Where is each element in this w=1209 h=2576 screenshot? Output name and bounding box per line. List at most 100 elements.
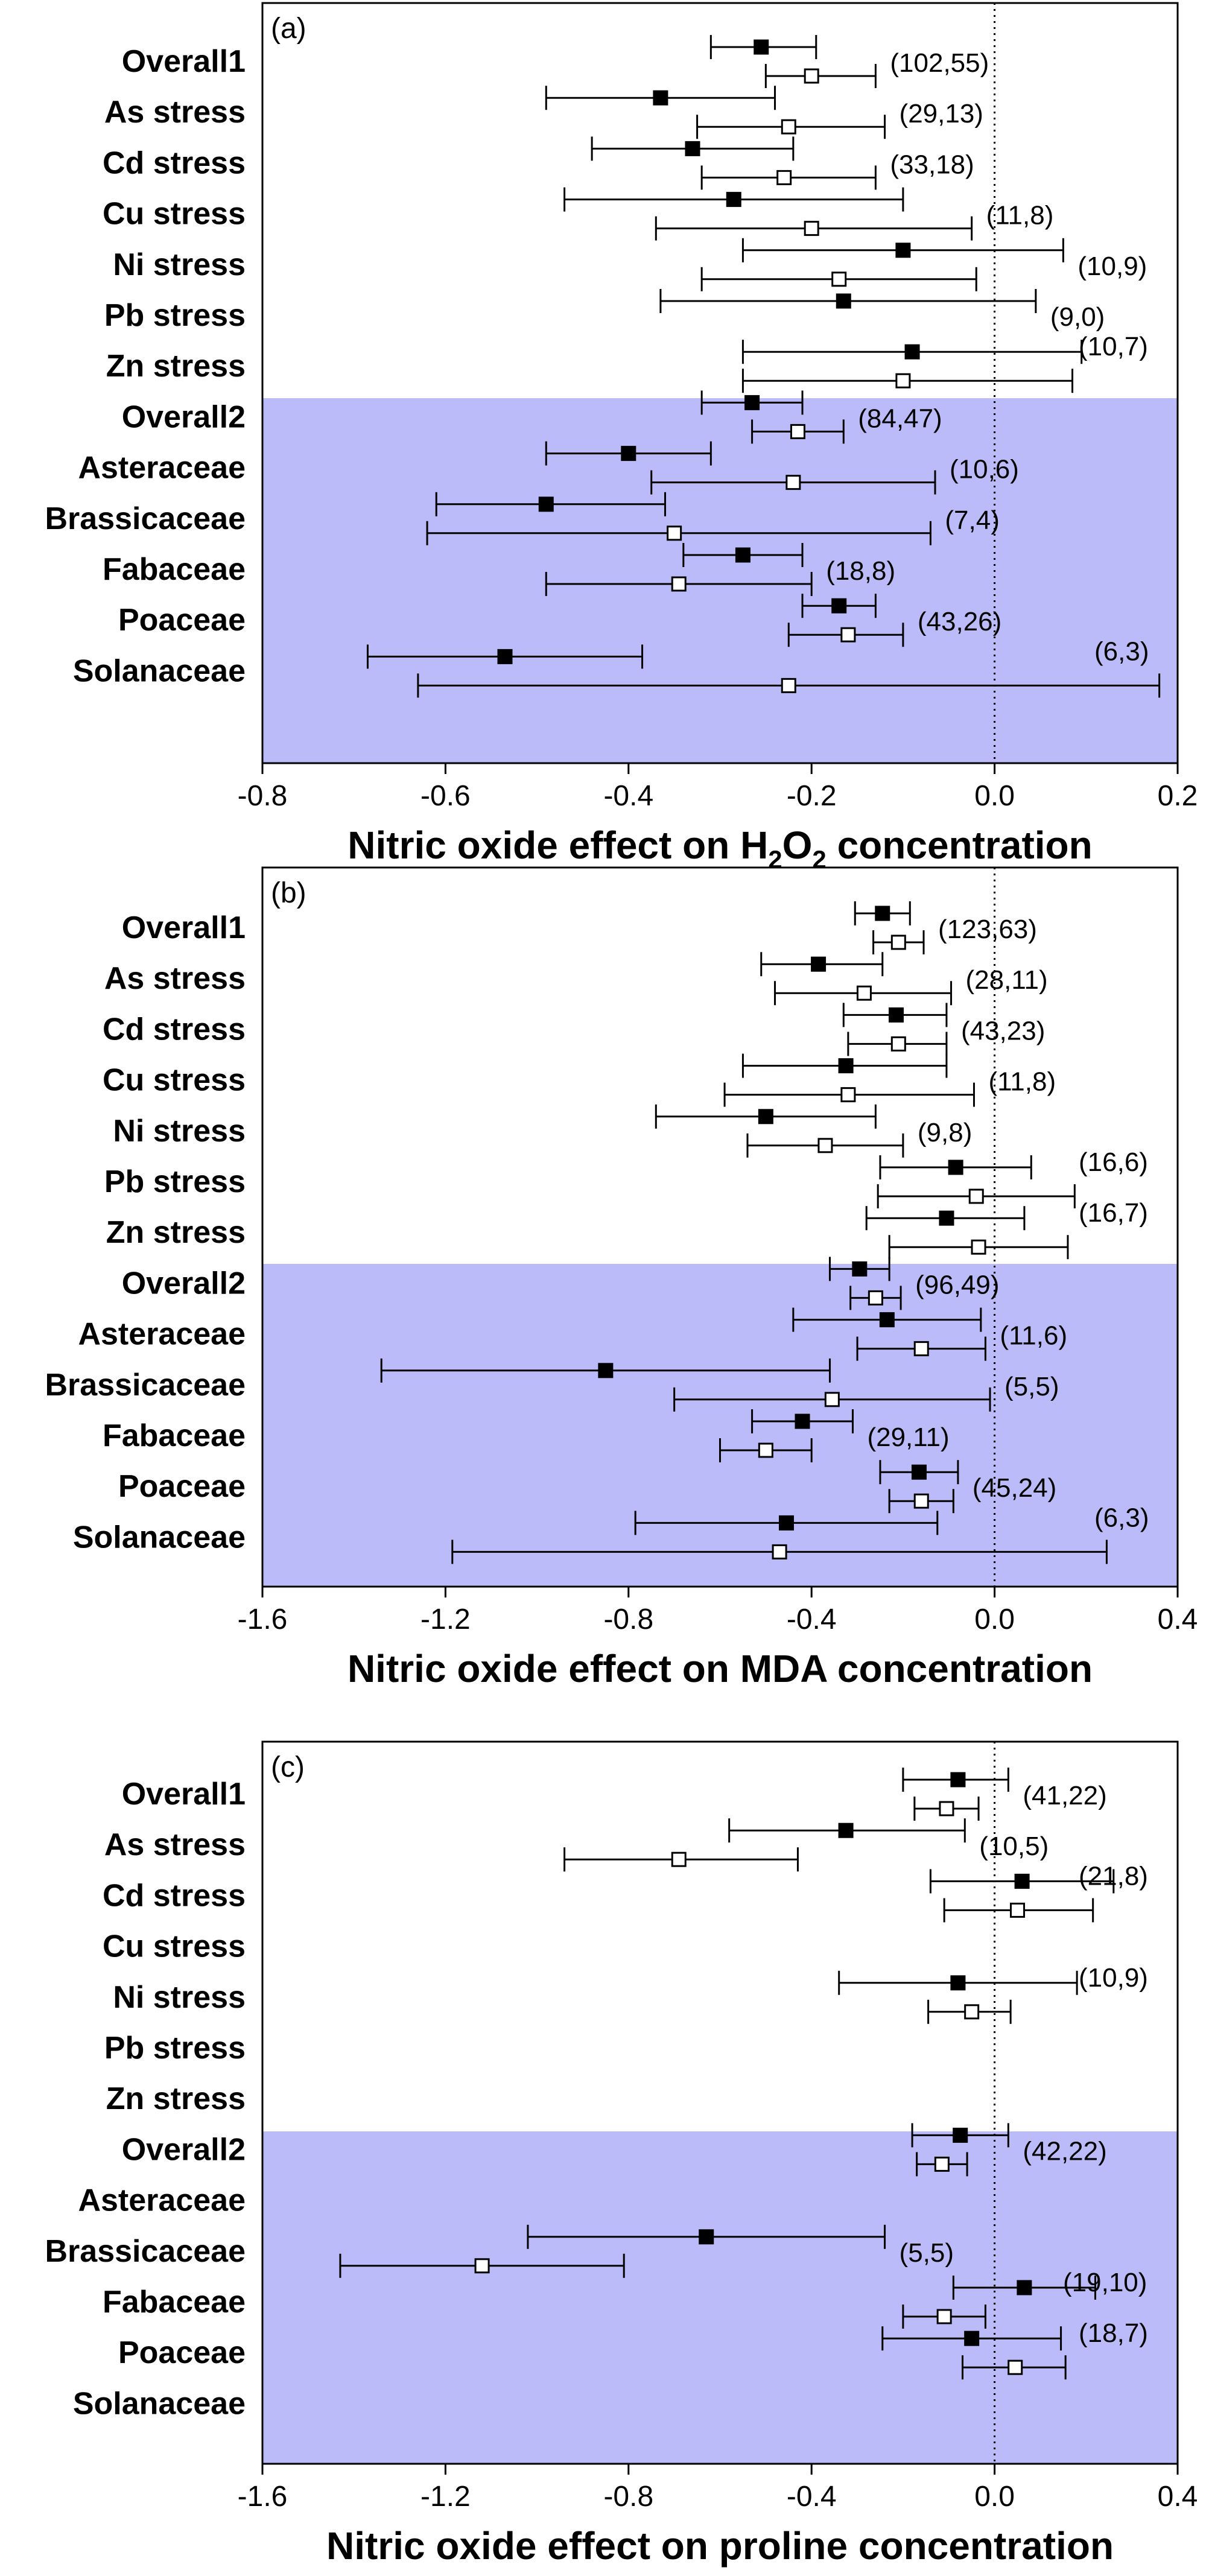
mean-marker-filled [538,496,554,512]
x-tick-label: -1.2 [420,1604,471,1635]
x-axis-title-part: Nitric oxide effect on proline concentra… [326,2524,1114,2568]
mean-marker-open [890,934,906,950]
mean-marker-open [817,1138,833,1153]
mean-marker-filled [754,39,769,55]
sample-count-label: (11,8) [988,1067,1056,1097]
row-label: Cd stress [103,1878,246,1913]
mean-marker-filled [1017,2280,1032,2295]
row-cd-stress: Cd stress (43,23) [103,1003,1045,1056]
mean-marker-filled [685,141,700,156]
row-zn-stress: Zn stress (16,7) [106,1198,1148,1260]
row-zn-stress: Zn stress (10,7) [106,332,1148,393]
sample-count-label: (16,6) [1079,1147,1148,1177]
row-fabaceae: Fabaceae (29,11) [103,1409,950,1462]
row-overall2: Overall2 (42,22) [122,2123,1107,2177]
row-asteraceae: Asteraceae (11,6) [78,1307,1067,1361]
x-tick-label: -0.8 [238,780,288,812]
row-label: Brassicaceae [45,1368,246,1403]
mean-marker-filled [795,1413,810,1429]
row-label: Ni stress [113,1980,246,2015]
x-tick-label: -1.2 [420,2481,471,2513]
row-ni-stress: Ni stress (9,8) [113,1104,972,1158]
row-label: Asteraceae [78,451,246,486]
x-axis-title-part: O [782,823,813,867]
sample-count-label: (11,8) [986,201,1054,230]
row-label: Overall1 [122,1777,246,1812]
sample-count-label: (5,5) [1004,1372,1059,1401]
sample-count-label: (43,23) [961,1016,1045,1045]
x-tick-label: -0.4 [603,780,653,812]
sample-count-label: (42,22) [1023,2136,1106,2166]
mean-marker-open [781,677,796,693]
x-axis-title: Nitric oxide effect on H2O2 concentratio… [347,823,1092,874]
mean-marker-filled [621,446,636,462]
mean-marker-filled [653,90,668,106]
sample-count-label: (33,18) [890,150,974,179]
mean-marker-filled [852,1261,868,1277]
sample-count-label: (7,4) [945,506,999,535]
mean-marker-open [1010,1902,1026,1918]
row-solanaceae: Solanaceae [73,2386,246,2421]
shaded-region [262,2131,1178,2464]
mean-marker-open [934,2156,950,2172]
mean-marker-open [971,1239,986,1255]
mean-marker-filled [875,906,890,921]
row-overall2: Overall2 (84,47) [122,390,942,444]
row-label: Poaceae [118,1469,246,1504]
mean-marker-filled [497,649,513,664]
row-label: Overall1 [122,910,246,945]
sample-count-label: (29,11) [867,1423,949,1452]
mean-marker-filled [948,1160,963,1175]
mean-marker-filled [879,1312,895,1328]
sample-count-label: (45,24) [973,1473,1056,1503]
mean-marker-open [1008,2359,1023,2375]
mean-marker-open [939,1801,954,1816]
sample-count-label: (29,13) [900,99,983,128]
mean-marker-open [785,475,801,490]
sample-count-label: (10,9) [1077,252,1147,281]
panel-label: (c) [271,1751,305,1783]
sample-count-label: (6,3) [1094,1503,1149,1532]
row-overall2: Overall2 (96,49) [122,1257,1000,1310]
row-brassicaceae: Brassicaceae (7,4) [45,492,1000,545]
row-asteraceae: Asteraceae [78,2183,246,2218]
row-poaceae: Poaceae (18,7) [118,2318,1148,2380]
row-solanaceae: Solanaceae (6,3) [73,636,1161,698]
x-axis-title: Nitric oxide effect on MDA concentration [347,1647,1093,1690]
mean-marker-open [840,627,856,642]
sample-count-label: (43,26) [918,607,1001,636]
mean-marker-filled [838,1058,854,1074]
row-label: Asteraceae [78,2183,246,2218]
row-label: Zn stress [106,1215,246,1250]
row-cu-stress: Cu stress (11,8) [103,1053,1056,1107]
mean-marker-open [804,221,819,236]
mean-marker-filled [699,2229,714,2245]
plot-frame [261,1740,1179,2465]
x-tick-label: -0.4 [787,1604,837,1635]
row-label: Solanaceae [73,653,246,688]
mean-marker-open [856,985,872,1001]
mean-marker-filled [726,192,741,208]
mean-marker-open [840,1087,856,1103]
row-label: Brassicaceae [45,2234,246,2269]
panel-label: (b) [271,877,306,909]
mean-marker-open [968,1188,984,1204]
row-label: Overall2 [122,1266,246,1301]
x-axis-title-part: concentration [827,823,1093,867]
sample-count-label: (11,6) [1000,1321,1067,1351]
mean-marker-filled [598,1363,614,1378]
mean-marker-open [824,1392,840,1407]
mean-marker-filled [1014,1873,1030,1889]
row-cd-stress: Cd stress (33,18) [103,136,974,190]
row-label: Cd stress [103,1012,246,1047]
row-label: Solanaceae [73,1520,246,1555]
row-asteraceae: Asteraceae (10,6) [78,441,1019,495]
sample-count-label: (18,8) [826,556,895,586]
mean-marker-filled [836,293,851,309]
x-axis-title-part: 2 [812,845,826,874]
mean-marker-open [895,373,911,389]
row-cd-stress: Cd stress (21,8) [103,1861,1148,1923]
row-solanaceae: Solanaceae (6,3) [73,1503,1149,1564]
mean-marker-open [781,119,796,135]
